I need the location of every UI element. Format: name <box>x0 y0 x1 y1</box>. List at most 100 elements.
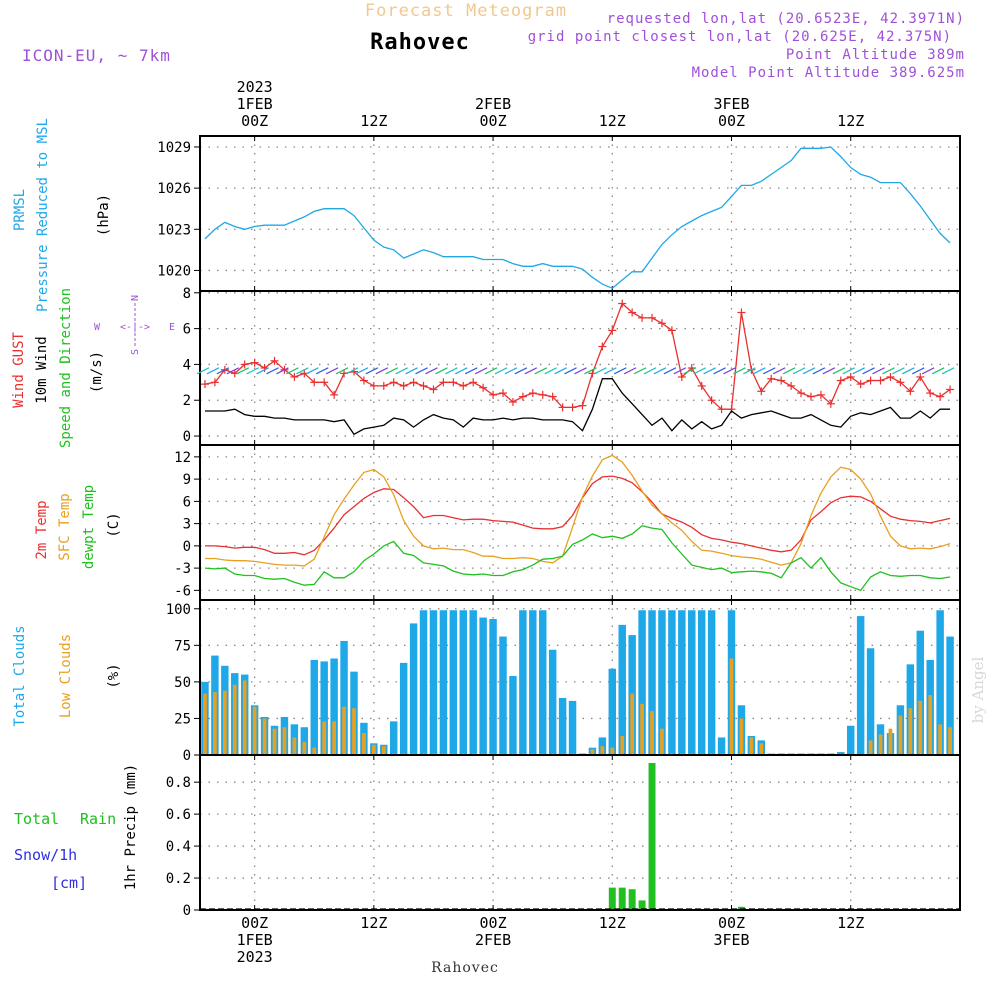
bottom-time-label: 12Z <box>837 914 864 932</box>
bar-total-clouds <box>509 676 517 755</box>
gust-point <box>389 378 398 387</box>
wind-arrow <box>693 367 706 375</box>
bar-low-clouds <box>749 737 754 755</box>
bottom-time-label: 00Z <box>480 914 507 932</box>
wind-arrow <box>822 367 836 375</box>
bottom-time-label: 12Z <box>360 914 387 932</box>
gust-point <box>638 313 647 322</box>
gust-point <box>767 374 776 383</box>
gust-point <box>399 381 408 390</box>
wind-arrow <box>872 367 885 375</box>
wind-compass: <-|-> W E N S <box>94 295 175 355</box>
footer-location: Rahovec <box>431 960 499 976</box>
bar-low-clouds <box>242 680 247 755</box>
wind-arrow <box>703 367 716 375</box>
gust-point <box>806 392 815 401</box>
gust-point <box>508 398 517 407</box>
gust-point <box>777 376 786 385</box>
series-10m-wind <box>205 378 951 436</box>
gust-point <box>946 385 955 394</box>
gust-point <box>846 372 855 381</box>
bar-low-clouds <box>928 695 933 755</box>
bar-total-clouds <box>916 630 924 755</box>
gust-point <box>518 392 527 401</box>
bar-total-clouds <box>300 727 309 755</box>
wind-arrow <box>365 367 379 375</box>
gust-point <box>697 381 706 390</box>
gust-point <box>409 378 418 387</box>
bar-low-clouds <box>312 747 317 755</box>
wind-arrow <box>862 367 875 375</box>
wind-arrow <box>405 367 418 375</box>
gust-point <box>210 378 219 387</box>
clouds-ytick-label: 75 <box>174 638 191 654</box>
compass-east: E <box>169 322 175 333</box>
wind-arrow <box>236 367 249 375</box>
precip-panel-labels: Total Rain Snow/1h [cm] 1hr Precip (mm) <box>14 764 139 892</box>
gust-point <box>826 399 835 408</box>
gust-point <box>677 372 686 381</box>
total-label: Total <box>14 810 59 828</box>
bar-total-clouds <box>519 610 527 755</box>
bottom-time-label: 12Z <box>599 914 626 932</box>
clouds-ytick-label: 25 <box>174 711 191 727</box>
gust-point <box>489 390 498 399</box>
pressure-unit-label: (hPa) <box>96 194 112 236</box>
temperature-ytick-label: 3 <box>183 517 191 533</box>
grid-coords: grid point closest lon,lat (20.625E, 42.… <box>528 29 952 45</box>
bar-total-clouds <box>310 659 318 755</box>
wind-arrow <box>941 367 955 375</box>
wind-arrow <box>315 367 329 375</box>
compass-west: W <box>94 322 101 333</box>
bar-total-clouds <box>946 636 954 755</box>
bar-total-clouds <box>539 610 547 755</box>
wind-arrow <box>385 367 398 375</box>
bar-total-clouds <box>390 721 398 755</box>
clouds-panel: 0 25 50 75 100 <box>166 599 961 764</box>
bar-low-clouds <box>878 734 883 755</box>
bar-low-clouds <box>282 727 287 755</box>
wind-arrow <box>683 367 697 375</box>
wind-arrow <box>802 367 816 375</box>
top-time-label: 00Z <box>480 112 507 130</box>
wind-arrow <box>594 367 607 375</box>
clouds-panel-labels: Total Clouds Low Clouds (%) <box>12 625 122 726</box>
precip-unit-label: 1hr Precip (mm) <box>123 764 139 890</box>
wind-arrow <box>415 367 428 375</box>
gust-point <box>320 378 329 387</box>
bar-total-clouds <box>469 610 477 755</box>
bar-total-clouds <box>529 610 537 755</box>
bar-total-clouds <box>866 648 875 755</box>
wind-arrow <box>653 367 667 375</box>
clouds-unit-label: (%) <box>106 663 122 688</box>
wind-arrow <box>623 367 637 375</box>
wind-arrow <box>554 367 567 375</box>
precip-ytick-label: 0.4 <box>166 839 191 855</box>
point-altitude: Point Altitude 389m <box>786 47 965 63</box>
wind-arrow <box>852 367 865 375</box>
bar-low-clouds <box>590 749 595 755</box>
wind-10m-label: 10m Wind <box>34 336 50 403</box>
meteogram-title: Forecast Meteogram <box>365 1 567 21</box>
wind-arrow <box>663 367 677 375</box>
bar-low-clouds <box>898 715 903 755</box>
bar-total-clouds <box>558 697 567 755</box>
wind-arrow <box>723 367 736 375</box>
snow-label: Snow/1h <box>14 846 77 864</box>
bar-total-clouds <box>449 610 458 755</box>
bar-low-clouds <box>620 735 625 755</box>
bottom-time-label: 3FEB <box>713 931 749 949</box>
wind-arrow <box>296 367 309 375</box>
gust-point <box>419 381 428 390</box>
wind-arrow <box>633 367 647 375</box>
bar-low-clouds <box>262 718 267 755</box>
bar-total-rain <box>638 900 646 910</box>
temp-dewpt-label: dewpt Temp <box>81 485 97 569</box>
bar-total-rain <box>608 887 616 910</box>
bar-total-clouds <box>499 636 507 755</box>
wind-arrow <box>256 367 269 375</box>
pressure-panel-labels: PRMSL Pressure Reduced to MSL (hPa) <box>12 118 112 312</box>
bar-low-clouds <box>610 747 615 755</box>
wind-speed-dir-label: Speed and Direction <box>58 288 74 448</box>
